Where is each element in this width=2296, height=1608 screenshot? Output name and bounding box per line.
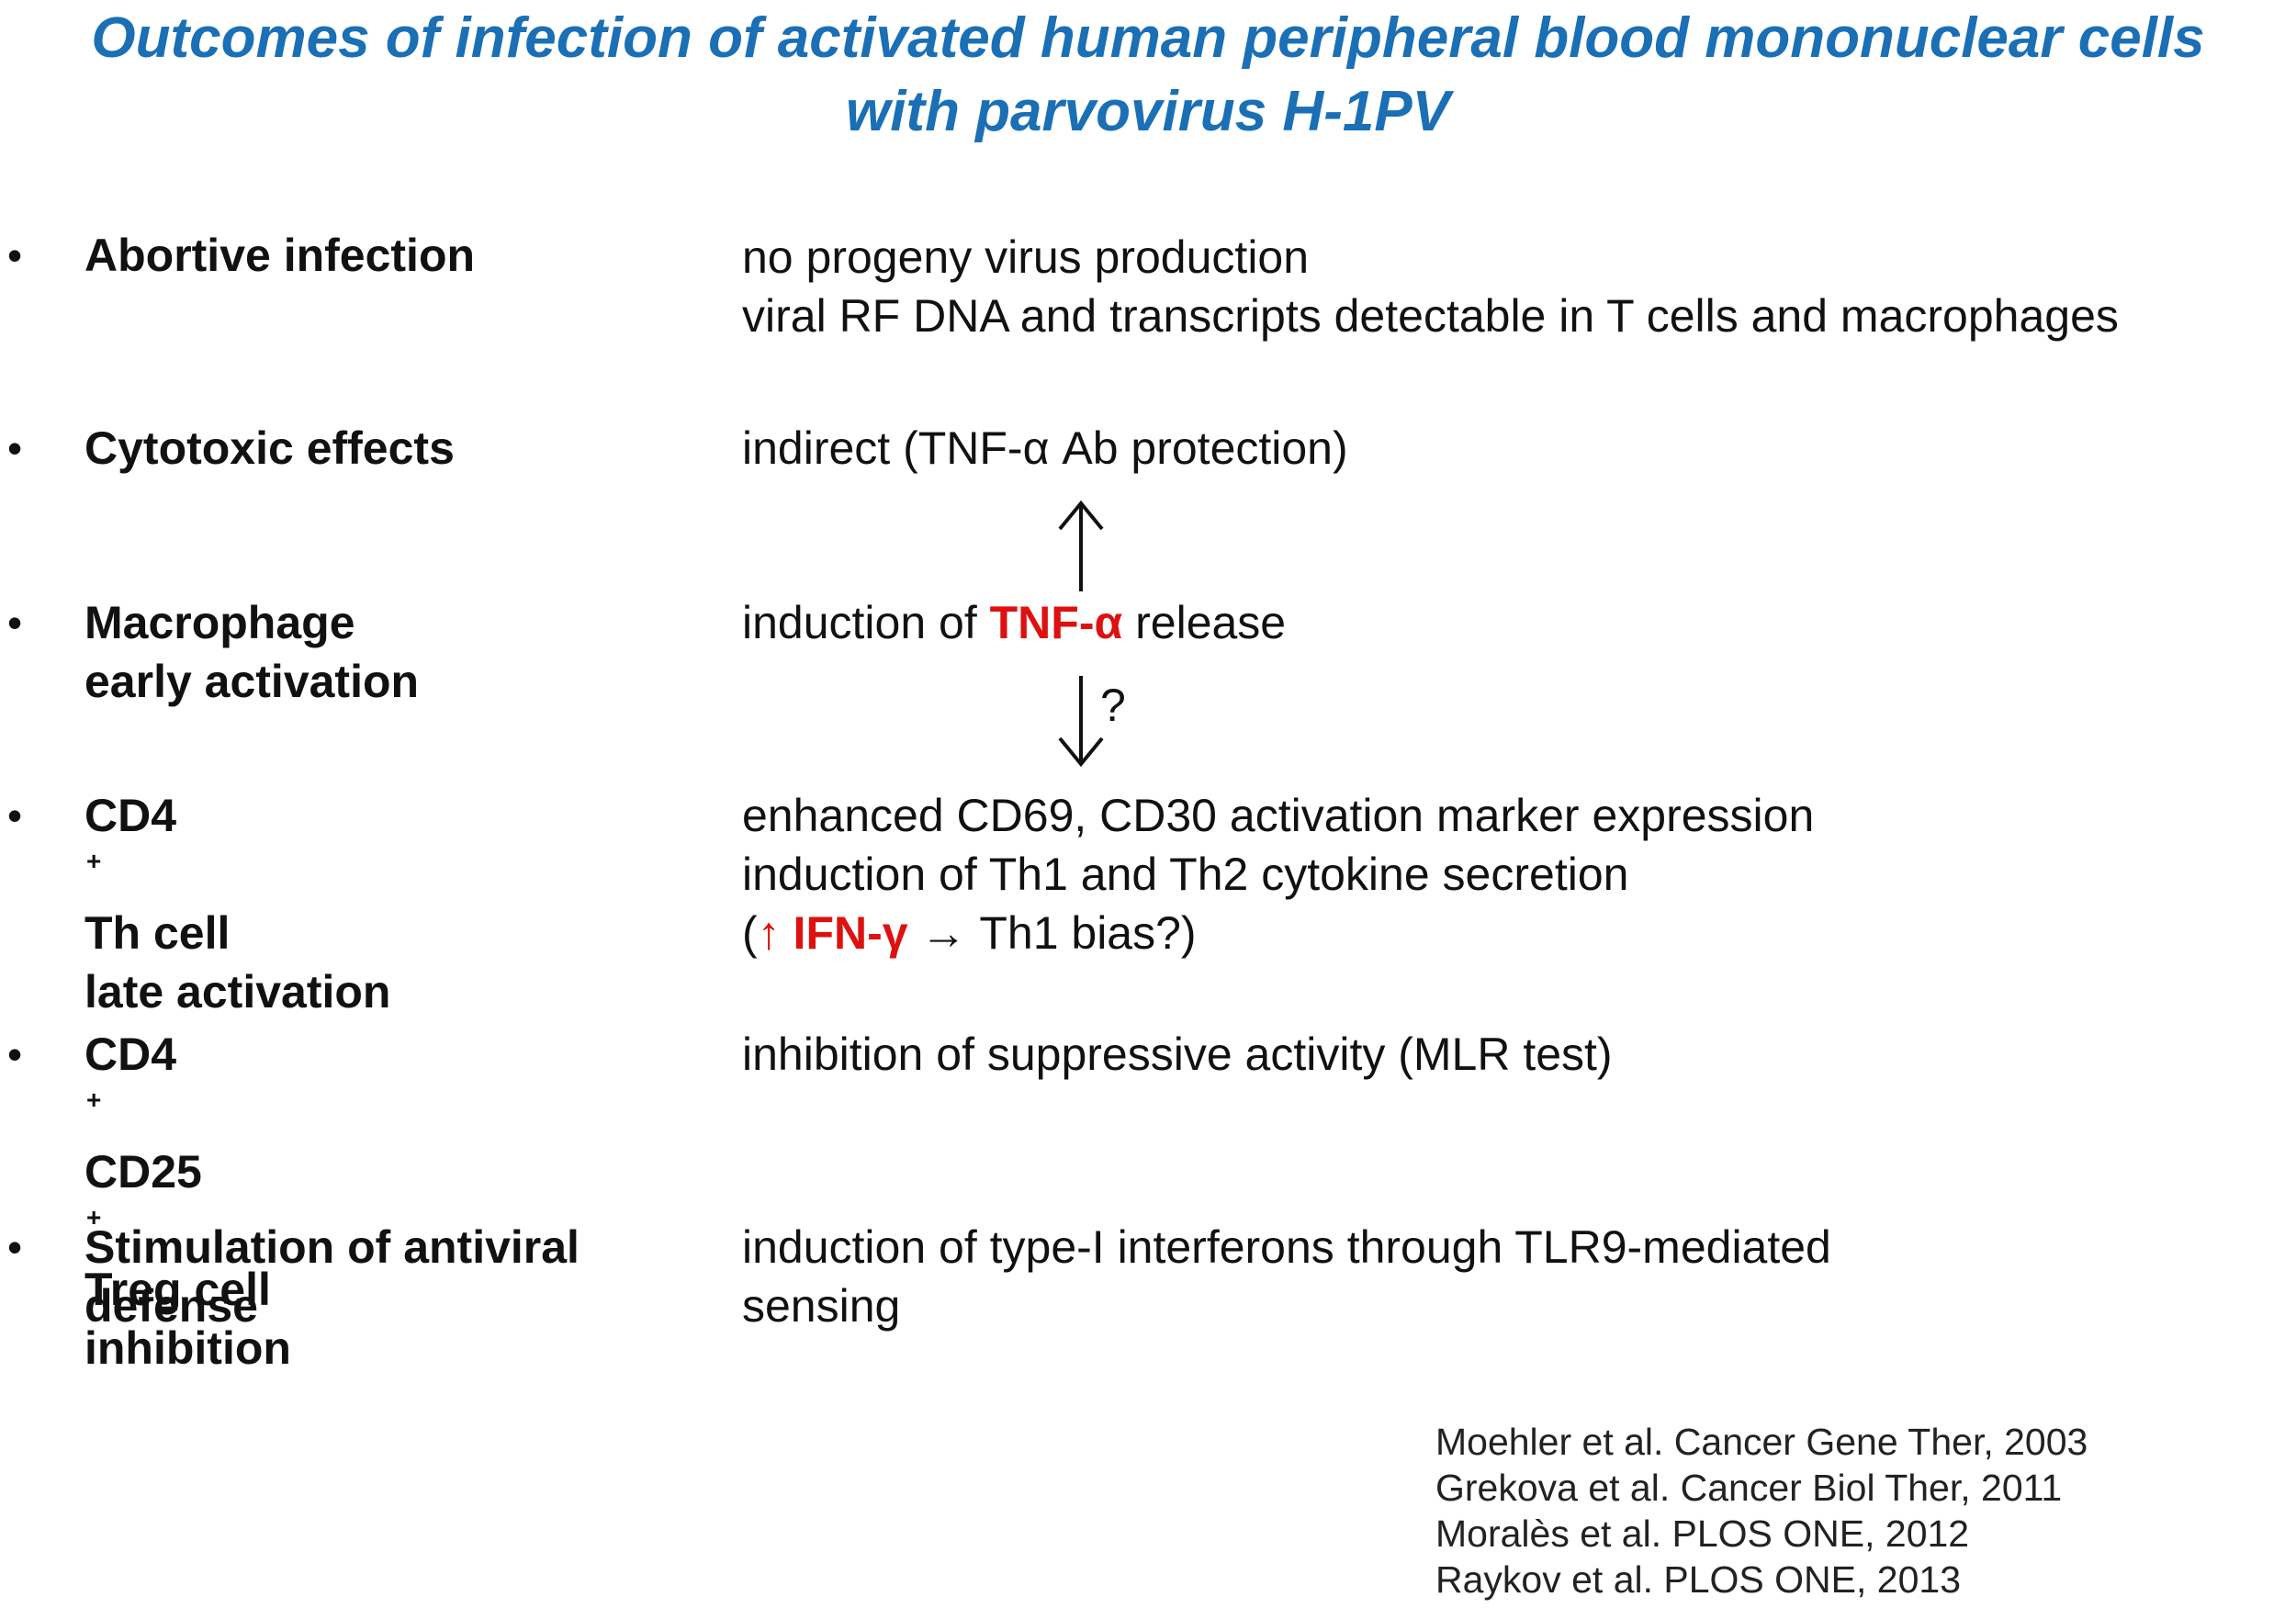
row-label-line: Abortive infection [84, 230, 476, 281]
label-part: CD25 [84, 1146, 202, 1198]
reference-item: Raykov et al. PLOS ONE, 2013 [1435, 1558, 1961, 1601]
row-desc-treg-cell: inhibition of suppressive activity (MLR … [742, 1025, 1613, 1084]
bullet-marker: • [7, 424, 23, 472]
desc-prefix: induction of [742, 597, 990, 648]
down-arrow-icon [1058, 676, 1104, 768]
row-label-macrophage: Macrophage early activation [84, 593, 419, 711]
row-label-line: CD4 + Th cell [84, 786, 390, 962]
desc-line: induction of type-I interferons through … [742, 1221, 1831, 1273]
row-label-line: late activation [84, 966, 391, 1018]
superscript-plus: + [86, 1085, 102, 1114]
desc-line: viral RF DNA and transcripts detectable … [742, 290, 2119, 342]
label-part: CD4 [84, 790, 177, 841]
label-part: Th cell [84, 907, 231, 959]
row-label-line: CD4 + CD25 + Treg cell [84, 1025, 291, 1319]
row-desc-antiviral-defense: induction of type-I interferons through … [742, 1218, 1831, 1335]
arrow-question-mark: ? [1100, 680, 1126, 731]
label-part: Treg cell [84, 1264, 271, 1315]
reference-item: Moehler et al. Cancer Gene Ther, 2003 [1435, 1421, 2088, 1463]
superscript-plus: + [86, 1203, 102, 1231]
desc-line: no progeny virus production [742, 231, 1310, 283]
row-label-line: defense [84, 1280, 258, 1332]
bullet-marker: • [7, 1223, 23, 1271]
row-label-line: Macrophage [84, 597, 355, 648]
row-label-line: early activation [84, 656, 420, 707]
bullet-marker: • [7, 792, 23, 839]
bullet-marker: • [7, 1030, 23, 1078]
desc-line: indirect (TNF-α Ab protection) [742, 422, 1348, 474]
row-label-line: Cytotoxic effects [84, 422, 455, 474]
bullet-marker: • [7, 599, 23, 647]
desc-line: (↑ IFN-γ → Th1 bias?) [742, 904, 1814, 962]
reference-item: Moralès et al. PLOS ONE, 2012 [1435, 1512, 1970, 1555]
tnf-alpha-highlight: TNF-α [989, 597, 1123, 648]
row-desc-cd4-th-cell: enhanced CD69, CD30 activation marker ex… [742, 786, 1814, 962]
slide-title: Outcomes of infection of activated human… [0, 2, 2296, 149]
desc-suffix: release [1122, 597, 1287, 648]
reference-item: Grekova et al. Cancer Biol Ther, 2011 [1435, 1467, 2063, 1509]
row-label-cd4-th-cell: CD4 + Th cell late activation [84, 786, 390, 1021]
desc-line: enhanced CD69, CD30 activation marker ex… [742, 790, 1815, 841]
desc-paren-open: ( [742, 907, 758, 959]
ifn-gamma-highlight: IFN-γ [780, 907, 908, 959]
desc-line: sensing [742, 1280, 901, 1332]
desc-line: induction of TNF-α release [742, 593, 1286, 652]
row-desc-macrophage: induction of TNF-α release [742, 593, 1286, 652]
references-list: Moehler et al. Cancer Gene Ther, 2003 Gr… [1435, 1419, 2088, 1602]
row-label-antiviral-defense: Stimulation of antiviral defense [84, 1218, 580, 1335]
title-line-2: with parvovirus H-1PV [845, 80, 1451, 143]
desc-rest: → Th1 bias?) [907, 907, 1197, 959]
row-label-treg-cell: CD4 + CD25 + Treg cell inhibition [84, 1025, 291, 1377]
up-arrow-icon [1058, 500, 1104, 591]
row-desc-abortive-infection: no progeny virus production viral RF DNA… [742, 228, 2119, 345]
desc-line: inhibition of suppressive activity (MLR … [742, 1029, 1613, 1080]
row-label-abortive-infection: Abortive infection [84, 226, 475, 285]
bullet-marker: • [7, 231, 23, 279]
row-label-line: Stimulation of antiviral [84, 1221, 580, 1273]
up-arrow-red-icon: ↑ [757, 907, 781, 959]
title-line-1: Outcomes of infection of activated human… [91, 6, 2205, 70]
row-desc-cytotoxic-effects: indirect (TNF-α Ab protection) [742, 419, 1348, 478]
desc-line: induction of Th1 and Th2 cytokine secret… [742, 849, 1629, 900]
label-part: CD4 [84, 1029, 177, 1080]
row-label-line: inhibition [84, 1322, 291, 1374]
row-label-cytotoxic-effects: Cytotoxic effects [84, 419, 455, 478]
superscript-plus: + [86, 847, 102, 875]
